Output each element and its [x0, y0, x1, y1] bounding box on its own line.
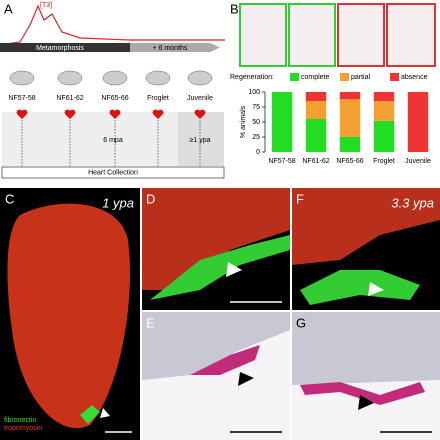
- frog-icon: [187, 70, 213, 86]
- x-tick-label: Froglet: [373, 158, 395, 165]
- t3-label: [T3]: [40, 2, 52, 9]
- panel-letter: G: [296, 315, 306, 330]
- collection-box: [1, 166, 225, 179]
- fibronectin-stain: [150, 235, 290, 300]
- fibronectin-stain: [80, 405, 100, 424]
- metamorphosis-label: Metamorphosis: [36, 45, 84, 52]
- legend-title: Regeneration:: [230, 74, 274, 81]
- legend-label: complete: [301, 74, 330, 81]
- x-tick-label: NF65-66: [336, 158, 363, 165]
- bar-segment: [339, 137, 361, 152]
- panel-letter: A: [4, 1, 13, 16]
- bar-segment: [305, 101, 327, 119]
- heart-icon: [152, 109, 164, 119]
- section-thumbnail: [288, 3, 336, 67]
- y-tick-label: 100: [248, 89, 260, 96]
- bar-segment: [373, 120, 395, 152]
- frog-icon: [102, 70, 128, 86]
- stage-label: NF57-58: [8, 95, 35, 102]
- frog-icon: [145, 70, 171, 86]
- stage-label: NF61-62: [56, 95, 83, 102]
- bar-segment: [305, 119, 327, 152]
- y-tick-label: 75: [252, 104, 260, 111]
- t3-curve: [0, 4, 225, 46]
- arrowhead: [100, 408, 110, 418]
- heart-icon: [64, 109, 76, 119]
- time-label: 1 ypa: [102, 195, 134, 210]
- panel-letter: E: [146, 315, 155, 330]
- panel-letter: F: [296, 191, 304, 206]
- tissue: [292, 312, 440, 385]
- bar-segment: [373, 101, 395, 121]
- arrowhead: [238, 372, 254, 386]
- x-tick-label: NF57-58: [268, 158, 295, 165]
- section-thumbnail: [337, 3, 385, 67]
- stage-label: NF65-66: [101, 95, 128, 102]
- bar-segment: [407, 92, 429, 152]
- time-label: 3.3 ypa: [391, 195, 434, 210]
- stage-label: Juvenile: [187, 95, 213, 102]
- metamorphosis-bar: [0, 43, 130, 52]
- bar-segment: [271, 92, 293, 152]
- y-tick-label: 0: [256, 149, 260, 156]
- tissue: [142, 188, 290, 290]
- bar-segment: [305, 92, 327, 101]
- section-thumbnail: [239, 3, 287, 67]
- bar-segment: [373, 92, 395, 101]
- panel-letter: B: [230, 1, 239, 16]
- x-tick-label: Juvenile: [405, 158, 431, 165]
- x-tick-label: NF61-62: [302, 158, 329, 165]
- arrowhead: [368, 282, 384, 296]
- stained-region: [300, 382, 425, 405]
- months-arrow: [130, 43, 220, 52]
- y-tick-label: 50: [252, 119, 260, 126]
- section-thumbnail: [386, 3, 436, 67]
- bar-segment: [339, 99, 361, 137]
- y-axis-label: % animals: [240, 105, 247, 138]
- panel-letter: D: [146, 191, 155, 206]
- legend-swatch: [390, 73, 399, 81]
- frog-icon: [57, 70, 83, 86]
- months-label: + 6 months: [153, 45, 188, 52]
- stain-label: tropomyosin: [4, 425, 42, 432]
- frog-icon: [9, 70, 35, 86]
- arrowhead: [358, 395, 374, 410]
- stage-label: Froglet: [147, 95, 169, 102]
- heart-icon: [16, 109, 28, 119]
- mpa-label: 6 mpa: [103, 137, 123, 144]
- bar-segment: [339, 92, 361, 100]
- heart-icon: [109, 109, 121, 119]
- tissue: [142, 312, 290, 380]
- collection-label: Heart Collection: [88, 169, 138, 176]
- timeline-box: [178, 112, 224, 166]
- legend-label: absence: [401, 74, 428, 81]
- legend-swatch: [290, 73, 299, 81]
- tissue: [292, 188, 440, 265]
- legend-label: partial: [351, 74, 371, 81]
- heart-icon: [194, 109, 206, 119]
- y-tick-label: 25: [252, 134, 260, 141]
- panel-letter: C: [5, 191, 14, 206]
- stained-region: [190, 345, 260, 375]
- legend-swatch: [340, 73, 349, 81]
- stain-label: fibronectin: [4, 417, 36, 424]
- ypa-label: ≥1 ypa: [190, 137, 211, 144]
- heart-section: [7, 203, 131, 429]
- arrowhead: [226, 262, 242, 277]
- fibronectin-stain: [300, 270, 420, 305]
